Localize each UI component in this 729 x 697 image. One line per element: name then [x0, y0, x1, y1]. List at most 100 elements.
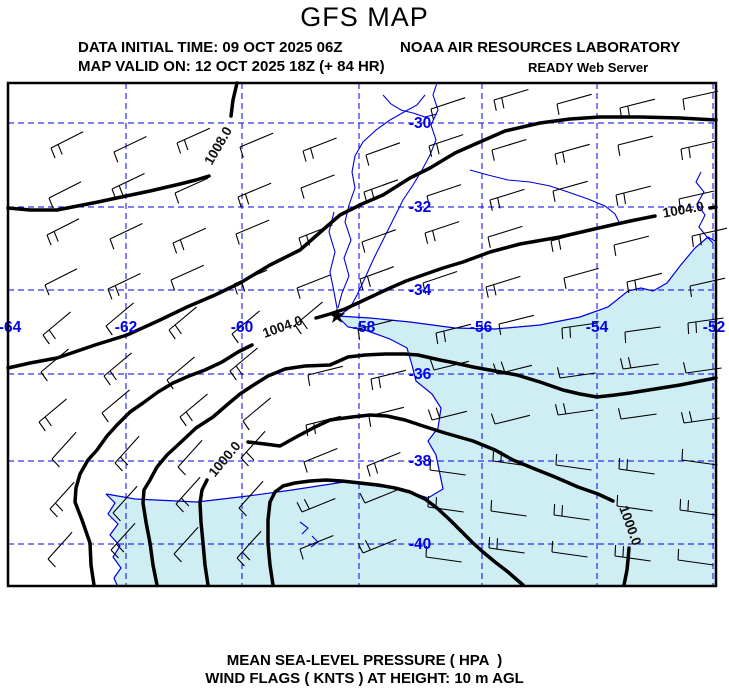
wind-barb — [357, 319, 394, 340]
wind-barb — [613, 235, 650, 256]
wind-barb — [681, 448, 718, 466]
coastline — [105, 493, 122, 586]
wind-barb — [617, 135, 654, 156]
longitude-label: -64 — [0, 319, 22, 336]
river — [695, 171, 714, 244]
contour-label: 1004.0 — [662, 199, 705, 221]
wind-barb — [172, 227, 207, 254]
contour-label: 1004.0 — [260, 313, 304, 341]
wind-barb — [425, 545, 462, 563]
wind-barb — [303, 447, 338, 473]
wind-barb — [38, 398, 67, 432]
wind-barb — [103, 352, 132, 386]
map-valid-time: MAP VALID ON: 12 OCT 2025 18Z (+ 84 HR) — [78, 58, 385, 75]
wind-barb — [299, 534, 334, 560]
wind-barb — [359, 266, 394, 290]
wind-barb — [487, 225, 523, 248]
page-title: GFS MAP — [300, 2, 429, 32]
wind-barb — [110, 522, 136, 559]
location-star — [328, 307, 346, 323]
pressure-contour — [314, 214, 657, 320]
wind-barb — [105, 302, 134, 336]
wind-barb — [231, 310, 260, 344]
wind-barb — [49, 481, 75, 518]
wind-barb — [307, 365, 344, 386]
wind-barb — [114, 435, 140, 472]
wind-barb — [677, 548, 714, 566]
wind-barb — [427, 407, 468, 421]
wind-barb — [485, 275, 521, 298]
wind-barb — [112, 485, 138, 522]
wind-barb — [555, 453, 592, 471]
river — [328, 211, 338, 309]
wind-barb — [42, 311, 71, 345]
wind-barb — [619, 357, 659, 370]
wind-barb — [44, 268, 78, 296]
river — [337, 94, 426, 309]
wind-barb — [48, 181, 82, 209]
river — [382, 94, 438, 118]
wind-barb — [489, 188, 525, 211]
coastline — [105, 315, 444, 503]
wind-barb — [173, 526, 199, 563]
longitude-label: -54 — [586, 319, 609, 336]
wind-barb — [175, 476, 201, 513]
wind-barb — [490, 413, 531, 425]
wind-barb — [498, 314, 535, 335]
wind-barb — [361, 229, 396, 253]
latitude-label: -32 — [409, 199, 431, 216]
longitude-label: -62 — [115, 319, 137, 336]
longitude-label: -60 — [231, 319, 253, 336]
wind-barb — [678, 190, 715, 210]
wind-barb — [296, 497, 336, 513]
wind-barb — [493, 88, 529, 111]
pressure-contour — [73, 343, 254, 587]
wind-barb — [113, 136, 147, 163]
longitude-label: -58 — [353, 319, 376, 336]
wind-barb — [556, 93, 592, 115]
longitude-label: -56 — [470, 319, 493, 336]
wind-barb — [429, 359, 470, 371]
pressure-contour — [266, 478, 525, 587]
wind-barb — [300, 174, 335, 199]
data-initial-time: DATA INITIAL TIME: 09 OCT 2025 06Z — [78, 39, 343, 56]
ready-web-server-label: READY Web Server — [528, 60, 649, 75]
wind-barb — [430, 97, 466, 120]
wind-barb — [170, 264, 205, 291]
wind-barb — [101, 389, 130, 423]
latitude-label: -34 — [409, 282, 432, 299]
ocean-fill — [106, 237, 715, 585]
wind-barb — [366, 451, 401, 477]
wind-barb — [46, 218, 80, 246]
contour-label: 1008.0 — [201, 124, 235, 167]
pressure-contour — [246, 413, 615, 503]
latitude-label: -36 — [409, 366, 432, 383]
wind-barb — [426, 184, 462, 207]
map-frame — [6, 81, 718, 588]
wind-barb — [236, 530, 262, 567]
wind-barb — [624, 326, 661, 344]
wind-barb — [552, 180, 588, 202]
coastline — [336, 236, 716, 330]
wind-barb — [617, 408, 657, 420]
wind-barb — [626, 272, 663, 293]
wind-barb — [615, 185, 652, 206]
wind-barb — [435, 323, 472, 344]
wind-barb — [680, 140, 717, 160]
latitude-label: -30 — [409, 115, 431, 132]
wind-barb — [107, 273, 141, 300]
wind-barb — [238, 480, 264, 517]
wind-barb — [428, 134, 464, 157]
wind-barb — [365, 142, 401, 166]
wind-barb — [229, 347, 258, 381]
wind-barb — [239, 132, 274, 158]
river — [299, 521, 309, 535]
wind-barb — [490, 499, 527, 517]
wind-barb — [616, 494, 653, 512]
latitude-label: -40 — [409, 536, 431, 553]
latitude-label: -38 — [409, 453, 432, 470]
wind-barb — [687, 317, 724, 335]
wind-barb — [302, 137, 337, 162]
